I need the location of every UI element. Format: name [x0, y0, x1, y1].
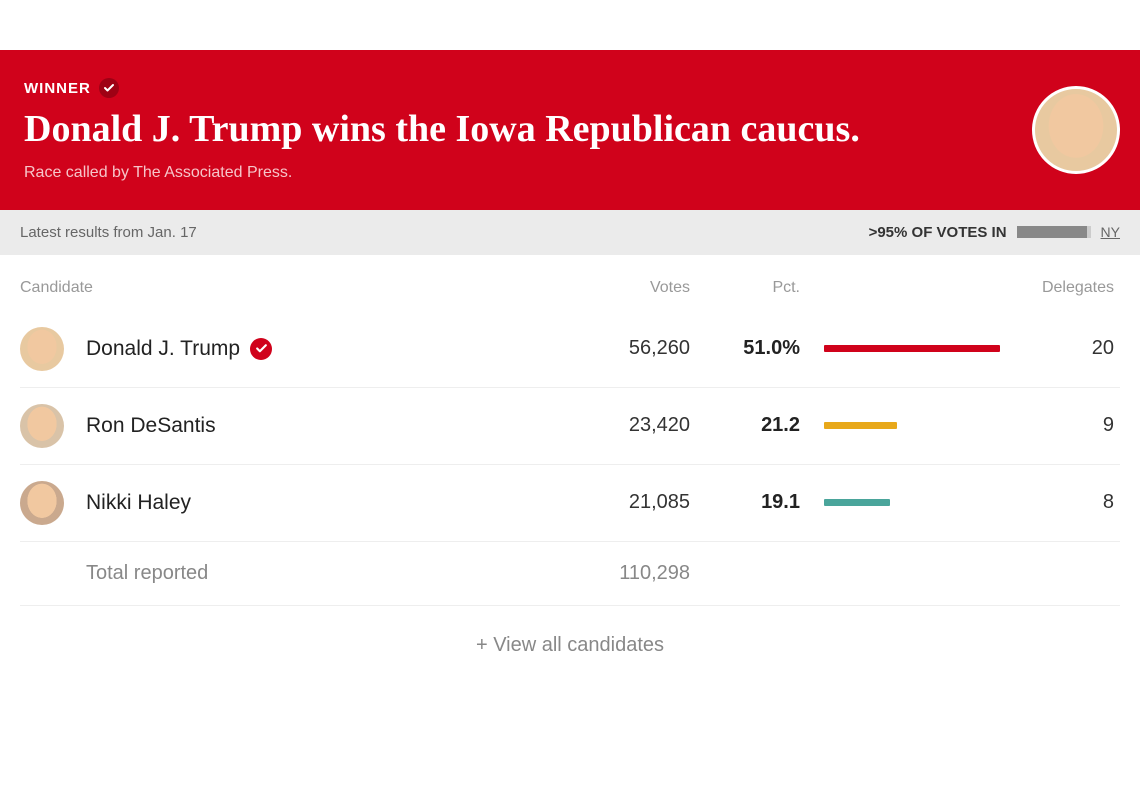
votes-in-text: >95% OF VOTES IN — [869, 224, 1007, 241]
total-label: Total reported — [76, 562, 550, 585]
pct-cell: 21.2 — [690, 414, 800, 437]
votes-cell: 21,085 — [550, 491, 690, 514]
total-votes: 110,298 — [550, 562, 690, 585]
delegates-cell: 20 — [1000, 337, 1120, 360]
bar-cell — [800, 499, 1000, 506]
headline: Donald J. Trump wins the Iowa Republican… — [24, 108, 1116, 152]
delegates-cell: 8 — [1000, 491, 1120, 514]
source-link[interactable]: NY — [1101, 224, 1120, 240]
col-candidate: Candidate — [20, 279, 550, 297]
table-row: Ron DeSantis23,42021.2 9 — [20, 388, 1120, 465]
pct-bar — [824, 345, 1000, 352]
winner-check-icon — [99, 78, 119, 98]
pct-bar — [824, 499, 890, 506]
results-table: Candidate Votes Pct. Delegates Donald J.… — [0, 255, 1140, 606]
col-pct: Pct. — [690, 279, 800, 297]
col-delegates: Delegates — [1000, 279, 1120, 297]
candidate-name: Ron DeSantis — [76, 414, 550, 438]
progress-bar — [1017, 226, 1091, 238]
bar-cell — [800, 422, 1000, 429]
table-row: Nikki Haley21,08519.1 8 — [20, 465, 1120, 542]
votes-cell: 23,420 — [550, 414, 690, 437]
votes-in-group: >95% OF VOTES IN NY — [869, 224, 1120, 241]
winner-check-icon — [250, 338, 272, 360]
col-votes: Votes — [550, 279, 690, 297]
candidate-avatar — [20, 327, 64, 371]
winner-tag-text: WINNER — [24, 80, 91, 97]
progress-fill — [1017, 226, 1087, 238]
candidate-name: Donald J. Trump — [76, 337, 550, 361]
subhead: Race called by The Associated Press. — [24, 164, 1116, 182]
pct-cell: 51.0% — [690, 337, 800, 360]
candidate-avatar — [20, 481, 64, 525]
latest-results-text: Latest results from Jan. 17 — [20, 224, 197, 241]
bar-cell — [800, 345, 1000, 352]
table-header: Candidate Votes Pct. Delegates — [20, 255, 1120, 311]
winner-tag: WINNER — [24, 78, 1116, 98]
delegates-cell: 9 — [1000, 414, 1120, 437]
view-all-candidates[interactable]: + View all candidates — [0, 606, 1140, 657]
table-row: Donald J. Trump56,26051.0% 20 — [20, 311, 1120, 388]
winner-banner: WINNER Donald J. Trump wins the Iowa Rep… — [0, 50, 1140, 210]
votes-cell: 56,260 — [550, 337, 690, 360]
candidate-name: Nikki Haley — [76, 491, 550, 515]
total-row: Total reported 110,298 — [20, 542, 1120, 606]
status-bar: Latest results from Jan. 17 >95% OF VOTE… — [0, 210, 1140, 255]
pct-bar — [824, 422, 897, 429]
winner-avatar — [1032, 86, 1120, 174]
candidate-avatar — [20, 404, 64, 448]
pct-cell: 19.1 — [690, 491, 800, 514]
